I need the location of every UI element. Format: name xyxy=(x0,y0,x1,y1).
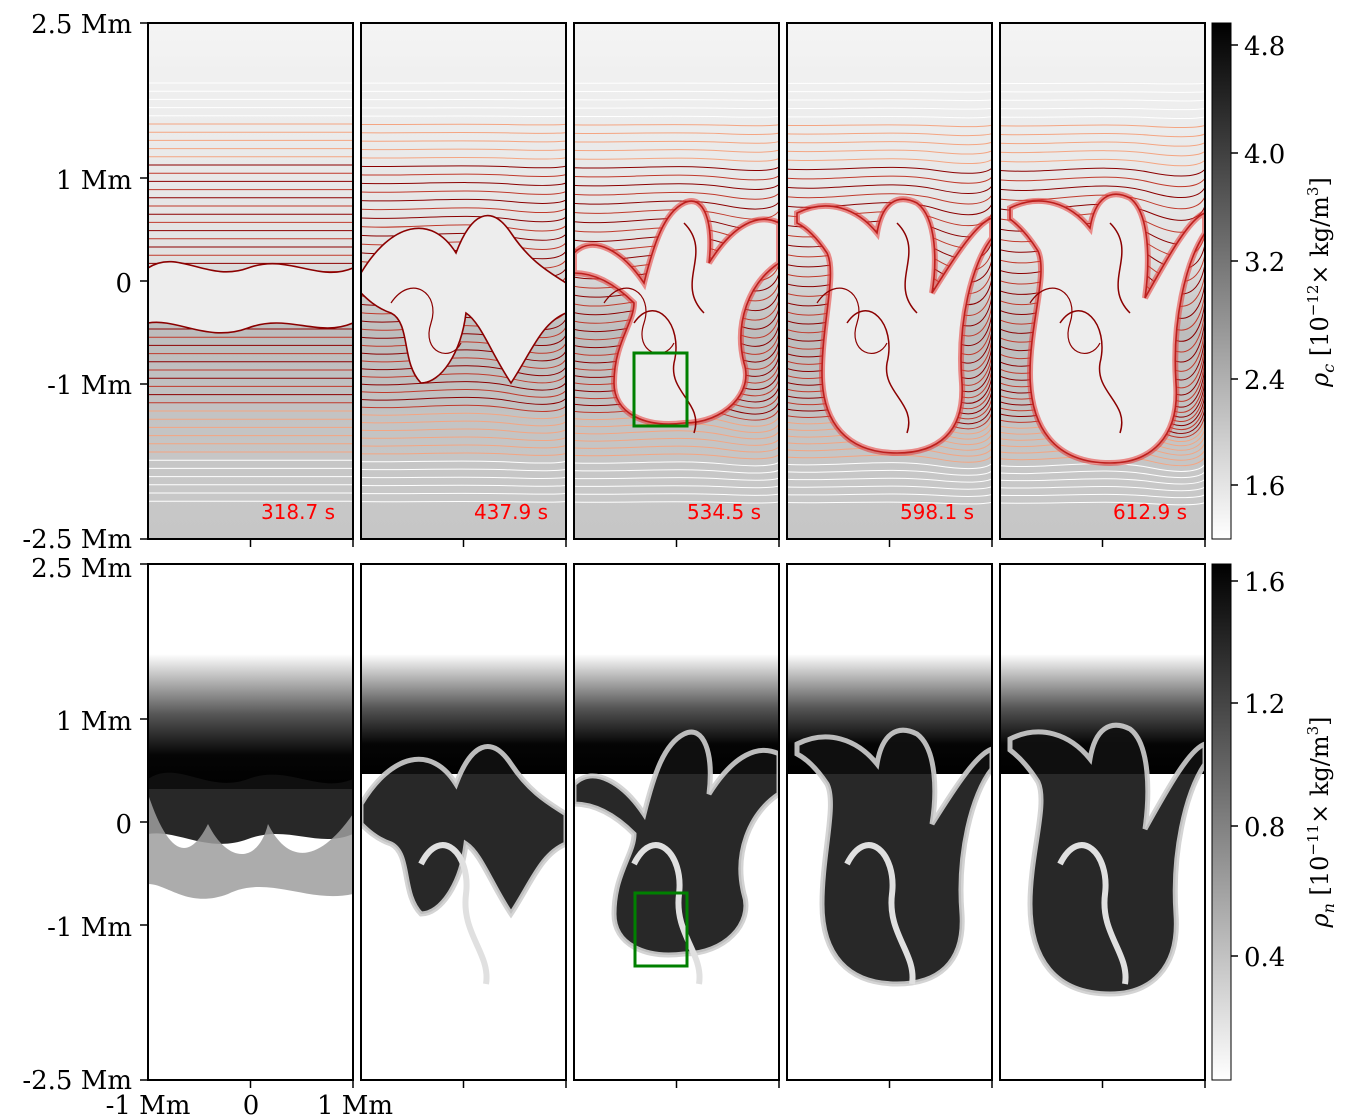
zoom-box-top xyxy=(632,351,689,428)
bottom-panel xyxy=(573,563,780,1088)
bottom-y-tick: -1 Mm xyxy=(47,913,132,943)
colorbar-bottom-tick: 1.6 xyxy=(1244,568,1285,598)
bottom-x-tick: -1 Mm xyxy=(106,1091,191,1119)
time-stamp-1: 318.7 s xyxy=(261,500,335,524)
top-y-tick: -2.5 Mm xyxy=(22,525,132,555)
top-panel xyxy=(573,22,780,547)
top-panel xyxy=(786,22,993,547)
time-stamp-4: 598.1 s xyxy=(900,500,974,524)
colorbar-top-tick: 2.4 xyxy=(1244,366,1285,396)
top-row-panels xyxy=(147,22,1206,547)
bottom-panel xyxy=(360,563,567,1088)
colorbar-top-gradient xyxy=(1211,22,1232,540)
top-panel xyxy=(999,22,1206,547)
zoom-box-bottom xyxy=(633,891,689,968)
time-stamp-3: 534.5 s xyxy=(687,500,761,524)
time-stamps: 318.7 s 437.9 s 534.5 s 598.1 s 612.9 s xyxy=(261,500,1187,524)
top-y-tick: 2.5 Mm xyxy=(31,10,132,40)
bottom-y-tick: 2.5 Mm xyxy=(31,554,132,584)
top-panel xyxy=(360,22,567,547)
bottom-panel xyxy=(999,563,1206,1088)
colorbar-top-tick: 3.2 xyxy=(1244,248,1285,278)
colorbar-bottom-tick: 1.2 xyxy=(1244,690,1285,720)
colorbar-top-tick: 1.6 xyxy=(1244,472,1285,502)
bottom-y-tick: 0 xyxy=(115,810,132,840)
colorbar-top-tick: 4.8 xyxy=(1244,32,1285,62)
top-panel xyxy=(147,22,354,547)
bottom-x-axis: -1 Mm 0 1 Mm xyxy=(106,1091,393,1119)
bottom-y-tick: 1 Mm xyxy=(56,707,132,737)
bottom-row-panels xyxy=(147,563,1206,1088)
colorbar-top-label: ρc [10−12× kg/m3] xyxy=(1304,177,1338,388)
top-y-tick: 0 xyxy=(115,269,132,299)
colorbar-bottom-tick: 0.4 xyxy=(1244,943,1285,973)
top-y-tick: -1 Mm xyxy=(47,371,132,401)
time-stamp-5: 612.9 s xyxy=(1113,500,1187,524)
top-y-tick: 1 Mm xyxy=(56,166,132,196)
bottom-panel xyxy=(786,563,993,1088)
colorbar-bottom: 1.6 1.2 0.8 0.4 ρn [10−11× kg/m3] xyxy=(1211,563,1338,1081)
colorbar-top: 4.8 4.0 3.2 2.4 1.6 ρc [10−12× kg/m3] xyxy=(1211,22,1338,540)
bottom-x-tick: 0 xyxy=(243,1091,260,1119)
bottom-x-tick: 1 Mm xyxy=(317,1091,393,1119)
colorbar-bottom-label: ρn [10−11× kg/m3] xyxy=(1304,716,1338,928)
bottom-y-tick: -2.5 Mm xyxy=(22,1066,132,1096)
colorbar-bottom-gradient xyxy=(1211,563,1232,1081)
top-y-axis: 2.5 Mm 1 Mm 0 -1 Mm -2.5 Mm xyxy=(22,10,132,555)
colorbar-top-tick: 4.0 xyxy=(1244,140,1285,170)
bottom-panel xyxy=(147,563,354,1088)
time-stamp-2: 437.9 s xyxy=(474,500,548,524)
colorbar-bottom-tick: 0.8 xyxy=(1244,813,1285,843)
bottom-y-axis: 2.5 Mm 1 Mm 0 -1 Mm -2.5 Mm xyxy=(22,554,132,1096)
